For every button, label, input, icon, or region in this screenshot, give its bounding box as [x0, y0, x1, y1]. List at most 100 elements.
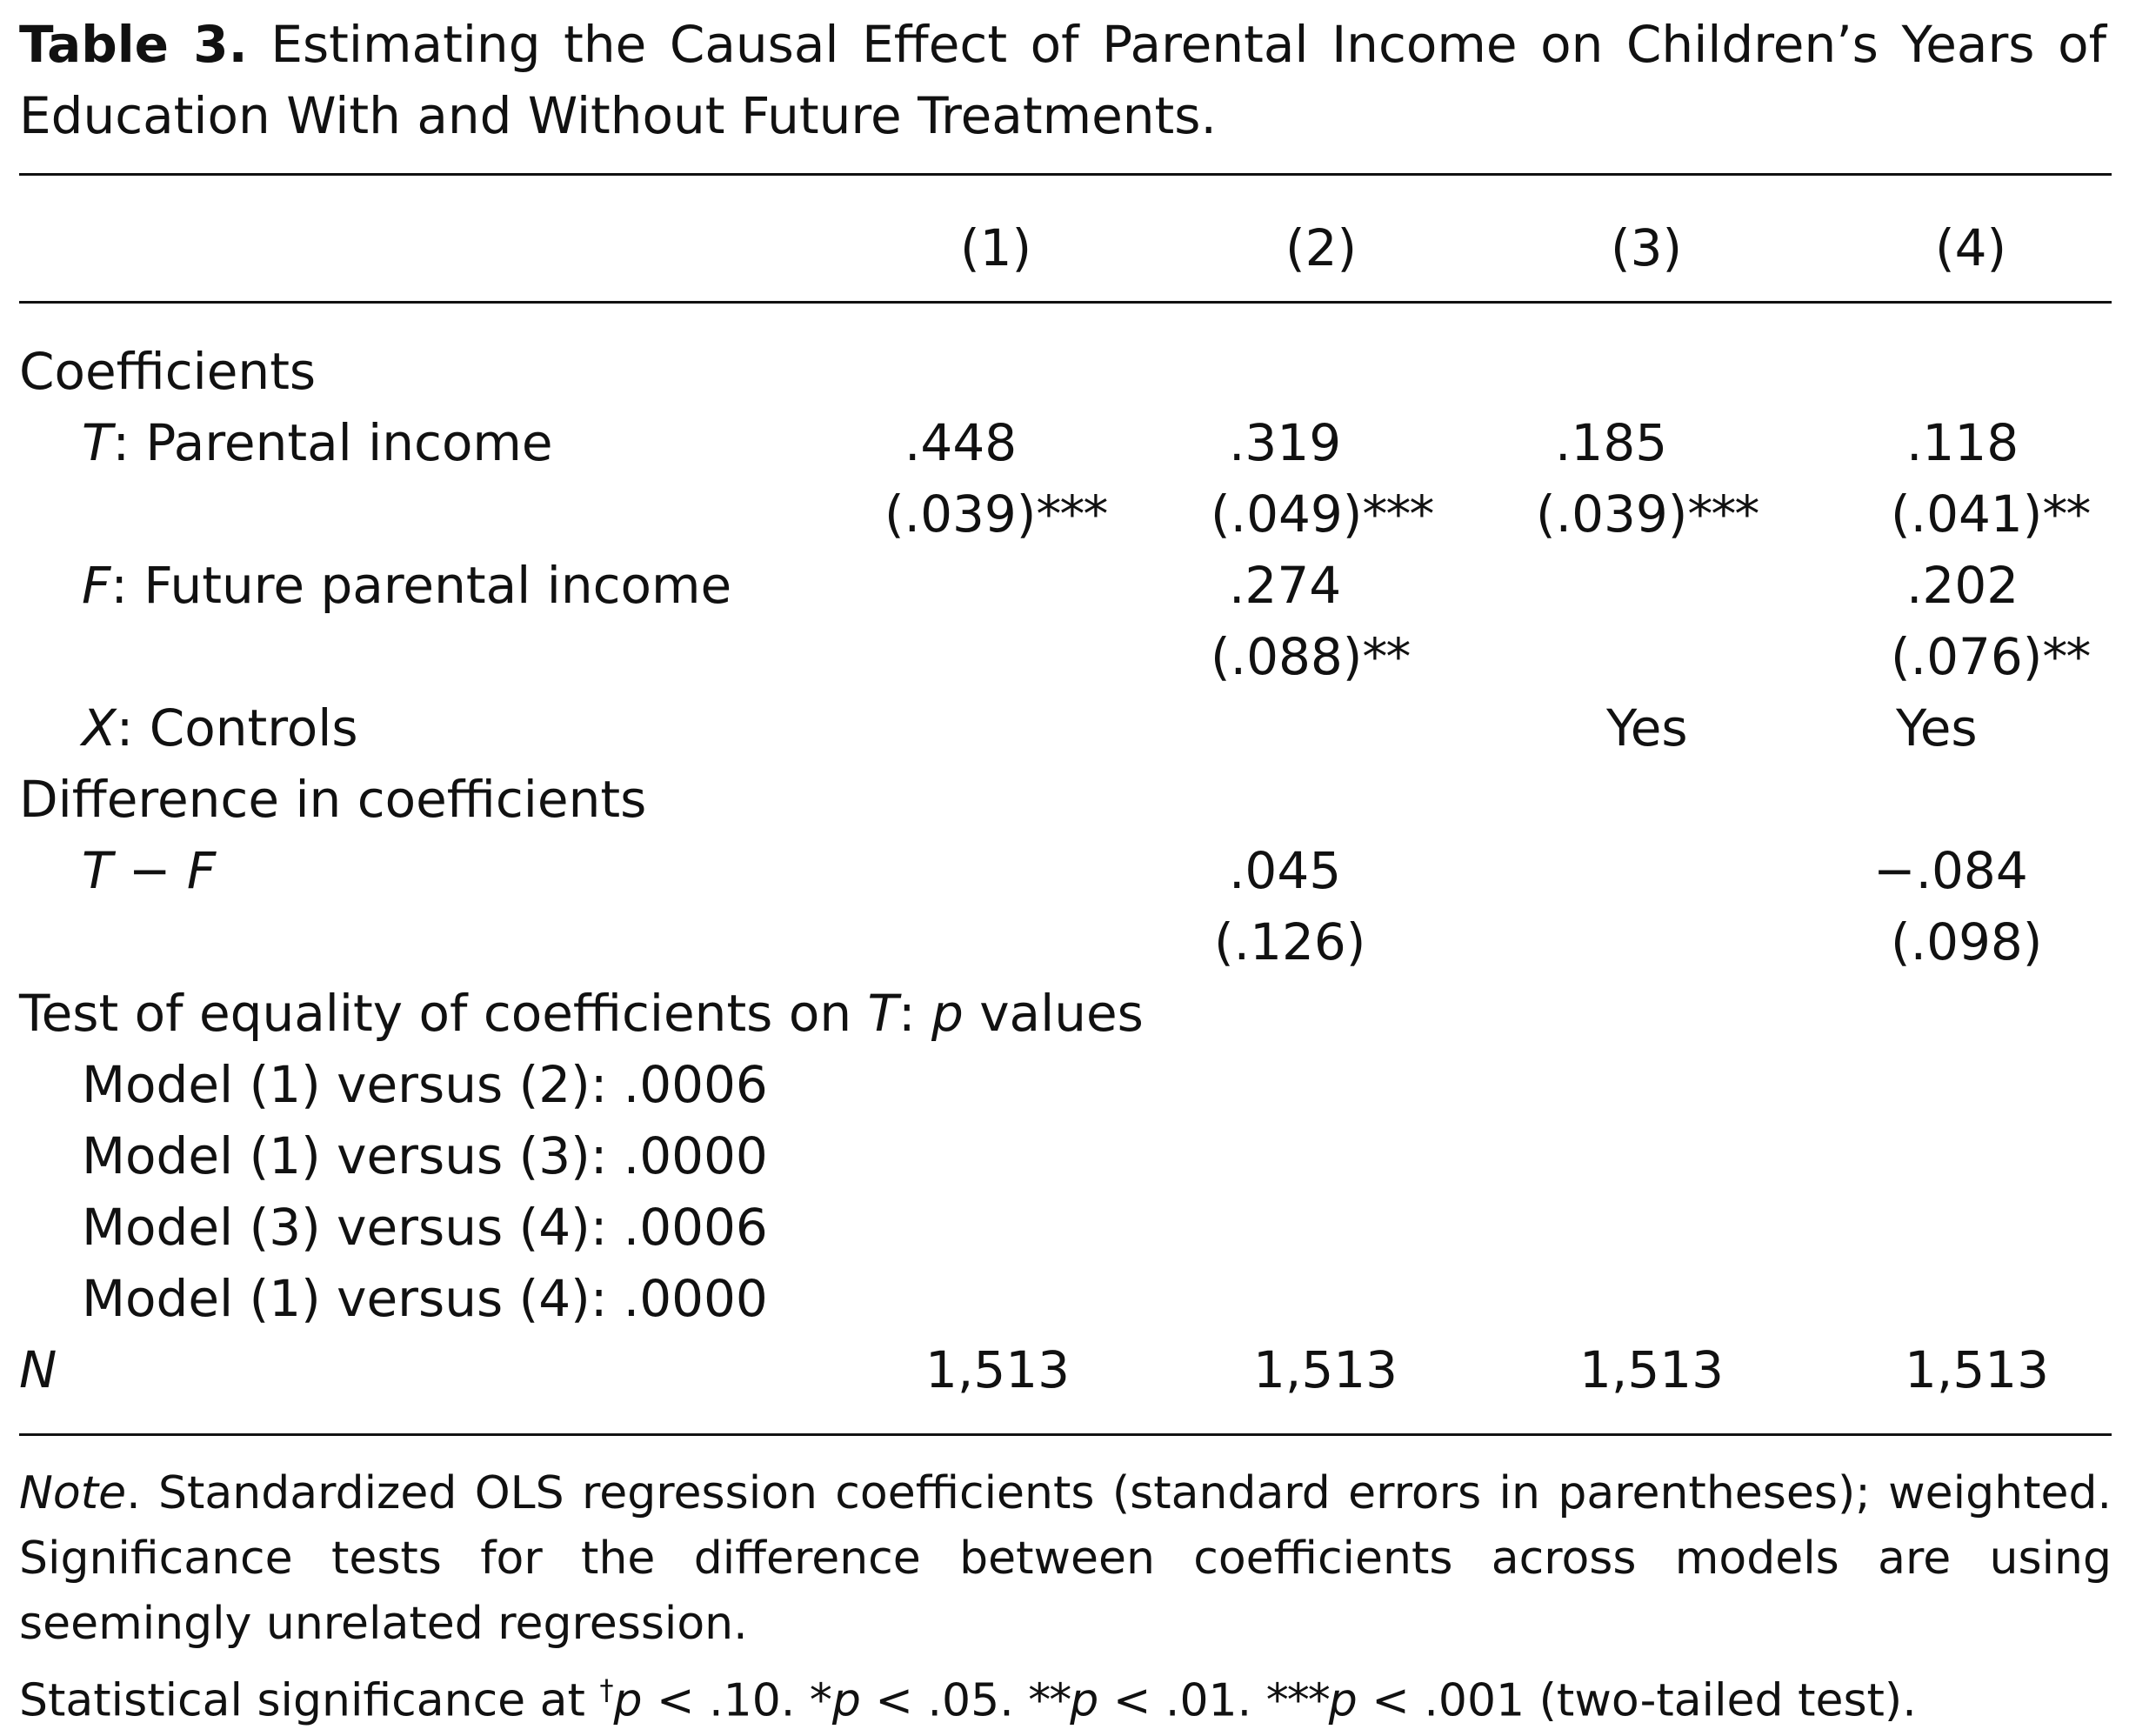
estimate-cell: .274 [1229, 556, 1342, 615]
section-label: Difference in coefficients [19, 770, 647, 829]
sig-text: Statistical significance at [19, 1674, 600, 1727]
estimate-cell: .185 [1555, 413, 1668, 472]
se-cell: (.039)*** [884, 478, 1108, 550]
row-label: F: Future parental income [82, 550, 731, 621]
section-label-text: values [963, 984, 1144, 1043]
column-header: (2) [1285, 218, 1358, 277]
se-cell: (.076)** [1891, 621, 2091, 692]
row-label: T: Parental income [82, 407, 553, 478]
table-row: X: Controls Yes Yes [0, 692, 2129, 764]
n-cell: 1,513 [925, 1340, 1071, 1399]
sig-stars: *** [1687, 484, 1759, 544]
bottom-rule [19, 1433, 2112, 1436]
p-symbol: p [831, 1674, 861, 1727]
row-label-text: : Controls [116, 698, 358, 758]
se-cell: (.098) [1891, 912, 2043, 971]
dagger-symbol: † [599, 1673, 614, 1706]
table-row: Model (1) versus (4): .0000 [0, 1263, 2129, 1334]
sig-stars: ** [1028, 1674, 1071, 1727]
se-value: (.039) [884, 484, 1037, 544]
row-label-text: : Parental income [112, 413, 553, 472]
row-label: X: Controls [82, 692, 358, 764]
section-row-difference: Difference in coefficients [0, 764, 2129, 835]
sig-stars: * [809, 1674, 832, 1727]
sig-stars: *** [1265, 1674, 1331, 1727]
n-cell: 1,513 [1579, 1340, 1725, 1399]
sig-stars: ** [2042, 627, 2091, 686]
n-cell: 1,513 [1253, 1340, 1398, 1399]
p-symbol: p [931, 984, 964, 1043]
significance-note: Statistical significance at †p < .10. *p… [19, 1658, 1917, 1733]
test-label: Model (1) versus (2): .0006 [82, 1055, 768, 1114]
column-header: (4) [1935, 218, 2007, 277]
estimate-cell: .319 [1229, 413, 1342, 472]
row-label: N [19, 1340, 57, 1399]
var-symbol: X [82, 698, 117, 758]
var-symbol: F [82, 556, 111, 615]
sig-stars: ** [1362, 627, 1411, 686]
row-label-text: : Future parental income [110, 556, 732, 615]
p-symbol: p [613, 1674, 643, 1727]
se-cell: (.039)*** [1536, 478, 1759, 550]
var-symbol: T [82, 413, 113, 472]
sig-stars: *** [1036, 484, 1108, 544]
sig-text: < .10. [642, 1674, 810, 1727]
table-row: Model (1) versus (3): .0000 [0, 1120, 2129, 1192]
table-row: (.126) (.098) [0, 906, 2129, 978]
se-cell: (.041)** [1891, 478, 2091, 550]
note-lead: Note [19, 1467, 127, 1519]
table-row: Model (1) versus (2): .0006 [0, 1049, 2129, 1120]
estimate-cell: .448 [904, 413, 1018, 472]
table-title: Estimating the Causal Effect of Parental… [19, 15, 2107, 145]
section-label: Coefficients [19, 342, 317, 401]
table-note: Note. Standardized OLS regression coeffi… [19, 1461, 2112, 1657]
se-value: (.049) [1211, 484, 1363, 544]
table-row: (.039)*** (.049)*** (.039)*** (.041)** [0, 478, 2129, 550]
n-cell: 1,513 [1905, 1340, 2050, 1399]
controls-cell: Yes [1606, 698, 1688, 758]
section-row-coefficients: Coefficients [0, 336, 2129, 407]
se-value: (.076) [1891, 627, 2043, 686]
section-label-text: Test of equality of coefficients on [19, 984, 868, 1043]
column-header: (3) [1611, 218, 1683, 277]
section-row-test: Test of equality of coefficients on T: p… [0, 978, 2129, 1049]
note-text: . Standardized OLS regression coefficien… [19, 1467, 2112, 1650]
test-label: Model (3) versus (4): .0006 [82, 1198, 768, 1257]
table-row: Model (3) versus (4): .0006 [0, 1192, 2129, 1263]
sig-stars: ** [2042, 484, 2091, 544]
se-value: (.041) [1891, 484, 2043, 544]
table-row: T − F .045 −.084 [0, 835, 2129, 906]
table-caption: Table 3. Estimating the Causal Effect of… [19, 9, 2106, 151]
p-symbol: p [1328, 1674, 1358, 1727]
estimate-cell: .045 [1229, 841, 1342, 900]
section-label: Test of equality of coefficients on T: p… [19, 978, 1144, 1049]
se-value: (.088) [1211, 627, 1363, 686]
sig-text: < .01. [1098, 1674, 1266, 1727]
se-cell: (.049)*** [1211, 478, 1434, 550]
column-header: (1) [960, 218, 1032, 277]
sig-text: < .001 (two-tailed test). [1357, 1674, 1917, 1727]
row-label: T − F [82, 841, 217, 900]
header-rule [19, 301, 2112, 304]
sig-stars: *** [1362, 484, 1434, 544]
estimate-cell: .202 [1906, 556, 2019, 615]
table-row-n: N 1,513 1,513 1,513 1,513 [0, 1334, 2129, 1405]
table-row: T: Parental income .448 .319 .185 .118 [0, 407, 2129, 478]
table-row: (.088)** (.076)** [0, 621, 2129, 692]
table-label: Table 3. [19, 15, 248, 74]
column-header-row: (1) (2) (3) (4) [0, 212, 2129, 284]
se-cell: (.126) [1214, 912, 1366, 971]
estimate-cell: .118 [1906, 413, 2019, 472]
p-symbol: p [1070, 1674, 1099, 1727]
test-label: Model (1) versus (4): .0000 [82, 1269, 768, 1328]
var-symbol: T [867, 984, 898, 1043]
controls-cell: Yes [1896, 698, 1978, 758]
se-cell: (.088)** [1211, 621, 1411, 692]
top-rule [19, 173, 2112, 176]
section-label-text: : [898, 984, 931, 1043]
sig-text: < .05. [860, 1674, 1029, 1727]
estimate-cell: −.084 [1873, 841, 2028, 900]
test-label: Model (1) versus (3): .0000 [82, 1126, 768, 1185]
se-value: (.039) [1536, 484, 1688, 544]
